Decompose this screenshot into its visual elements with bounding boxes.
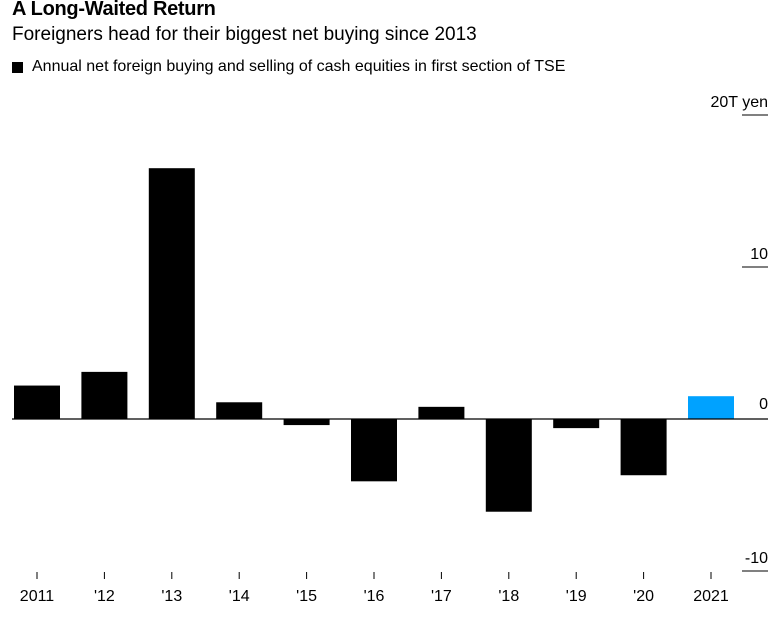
x-tick-label-16: '16 bbox=[364, 588, 385, 605]
bar-16 bbox=[351, 419, 397, 482]
bar-14 bbox=[216, 402, 263, 419]
x-tick-label-13: '13 bbox=[161, 588, 182, 605]
x-tick-label-2021: 2021 bbox=[693, 588, 729, 605]
legend-swatch bbox=[12, 61, 23, 73]
bar-18 bbox=[485, 419, 532, 512]
bar-2021 bbox=[688, 396, 734, 419]
chart-title: A Long-Waited Return bbox=[12, 0, 216, 20]
x-tick-label-14: '14 bbox=[229, 588, 250, 605]
x-tick-label-17: '17 bbox=[431, 588, 452, 605]
bar-20 bbox=[620, 419, 667, 476]
x-tick-label-12: '12 bbox=[94, 588, 115, 605]
x-tick-label-18: '18 bbox=[498, 588, 519, 605]
legend: Annual net foreign buying and selling of… bbox=[12, 58, 565, 76]
y-tick-label-10: 10 bbox=[750, 246, 768, 263]
y-tick-label--10: -10 bbox=[745, 550, 768, 567]
chart-subtitle: Foreigners head for their biggest net bu… bbox=[12, 24, 477, 45]
x-tick-label-20: '20 bbox=[633, 588, 654, 605]
bar-12 bbox=[81, 371, 128, 419]
bar-2011 bbox=[14, 385, 60, 419]
x-tick-label-2011: 2011 bbox=[20, 588, 55, 605]
bar-13 bbox=[148, 168, 195, 419]
y-tick-label-0: 0 bbox=[759, 396, 768, 413]
bar-19 bbox=[553, 419, 600, 429]
bar-17 bbox=[418, 406, 465, 419]
y-tick-label-20: 20T yen bbox=[710, 94, 768, 111]
x-tick-label-19: '19 bbox=[566, 588, 587, 605]
legend-label: Annual net foreign buying and selling of… bbox=[32, 58, 566, 75]
bar-15 bbox=[283, 419, 330, 426]
x-tick-label-15: '15 bbox=[296, 588, 317, 605]
